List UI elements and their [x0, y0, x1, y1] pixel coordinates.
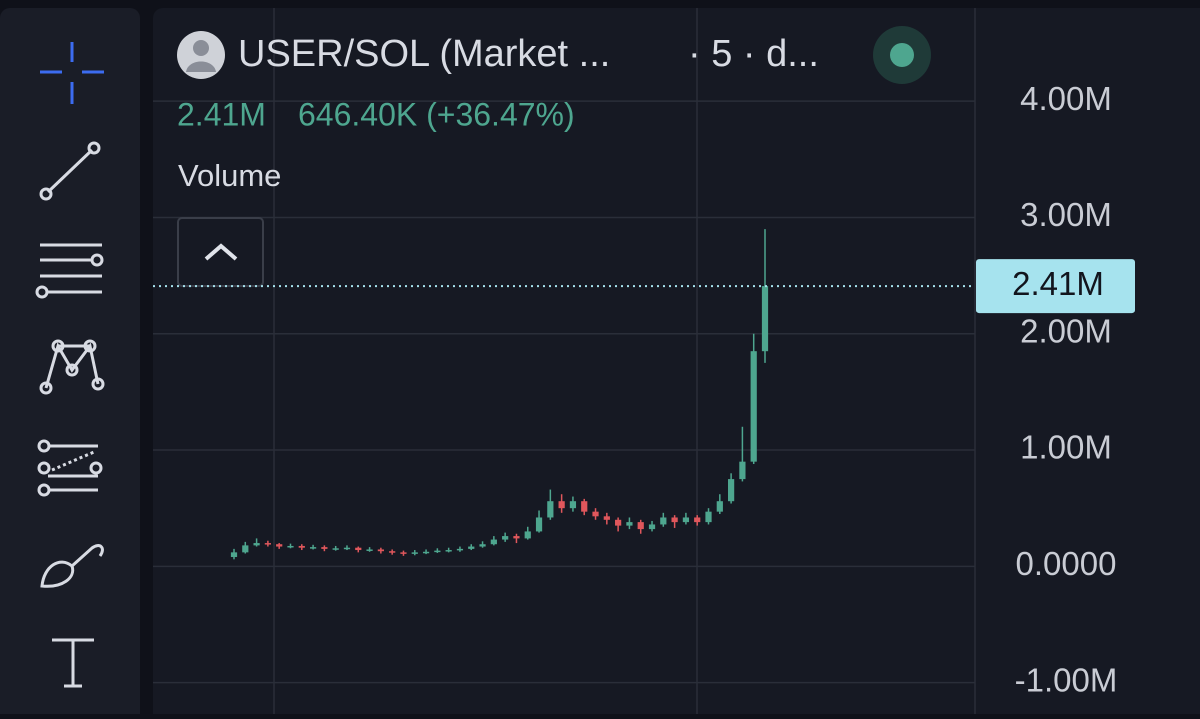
candle-body: [332, 548, 339, 550]
candle-body: [694, 517, 701, 523]
y-tick-label: 2.00M: [1020, 312, 1112, 349]
candle-body: [626, 522, 633, 526]
candle-body: [547, 501, 554, 518]
candle-body: [400, 552, 407, 554]
chevron: [204, 243, 238, 261]
brush-tool[interactable]: [40, 544, 104, 588]
projection-tool[interactable]: [37, 439, 103, 497]
trendline-tool[interactable]: [39, 141, 101, 201]
candle-body: [581, 501, 588, 512]
candle-body: [355, 547, 362, 551]
avatar-body: [186, 61, 216, 72]
candle-body: [264, 543, 272, 545]
candle-body: [287, 545, 294, 548]
fib-tool[interactable]: [35, 243, 104, 299]
candle-body: [309, 547, 317, 549]
chart-panel: [153, 8, 1200, 719]
candle-body: [502, 536, 509, 540]
candle-body: [456, 548, 464, 551]
candle-body: [637, 522, 644, 530]
candle-body: [682, 517, 690, 523]
candle-body: [558, 501, 565, 509]
candle-body: [739, 461, 746, 480]
text-tool[interactable]: [52, 638, 94, 688]
candle-body: [648, 524, 656, 530]
y-tick-label: 1.00M: [1020, 429, 1112, 466]
candle-body: [242, 545, 249, 553]
candle-body: [276, 544, 283, 547]
candle-body: [716, 501, 723, 512]
candle-body: [535, 517, 543, 532]
candle-body: [750, 351, 757, 462]
candle-body: [377, 549, 384, 552]
overlay: 2.41M: [153, 259, 1135, 314]
pattern-tool[interactable]: [39, 339, 105, 395]
grid: -1.00M 0.0000 1.00M 2.00M 3.00M 4.00M: [153, 80, 1117, 698]
candle-body: [253, 543, 260, 546]
status-dot: [890, 43, 914, 67]
y-tick-label: -1.00M: [1015, 661, 1118, 698]
interval: · 5 · d...: [688, 33, 819, 75]
indicator[interactable]: Volume: [178, 158, 281, 193]
candle-body: [705, 511, 712, 523]
candle-body: [592, 511, 599, 517]
candle-body: [513, 536, 520, 539]
candle-body: [615, 519, 622, 526]
y-tick-label: 4.00M: [1020, 80, 1112, 117]
candle-body: [321, 547, 328, 549]
candle-body: [445, 550, 452, 552]
symbol: USER/SOL (Market ...: [238, 33, 610, 75]
candle-body: [490, 539, 497, 545]
collapse-button[interactable]: [177, 217, 264, 287]
y-tick-label: 0.0000: [1016, 545, 1117, 582]
candle-body: [389, 551, 396, 553]
candle-body: [298, 545, 305, 548]
candle-body: [411, 552, 418, 554]
crosshair-tool[interactable]: [40, 42, 104, 104]
candle-body: [479, 544, 486, 547]
candle-body: [422, 551, 430, 554]
candle-body: [366, 549, 373, 551]
last-price-box: [976, 259, 1135, 314]
candle-body: [524, 531, 531, 539]
candle-body: [660, 517, 667, 525]
candle-body: [727, 479, 735, 502]
candle-body: [569, 501, 577, 509]
change: 646.40K (+36.47%): [298, 96, 575, 132]
toolbar: [0, 8, 140, 719]
candles: [230, 229, 769, 560]
candle-body: [468, 546, 475, 549]
candle-body: [343, 547, 351, 550]
candle-body: [603, 516, 610, 520]
candle-body: [671, 517, 678, 523]
price: 2.41M: [177, 96, 266, 132]
candle-body: [761, 286, 769, 352]
avatar-head: [193, 40, 209, 56]
last-price-label: 2.41M: [1012, 265, 1104, 302]
candle-body: [434, 550, 441, 553]
candle-body: [230, 552, 238, 558]
tool-icons: [35, 42, 105, 688]
y-tick-label: 3.00M: [1020, 196, 1112, 233]
